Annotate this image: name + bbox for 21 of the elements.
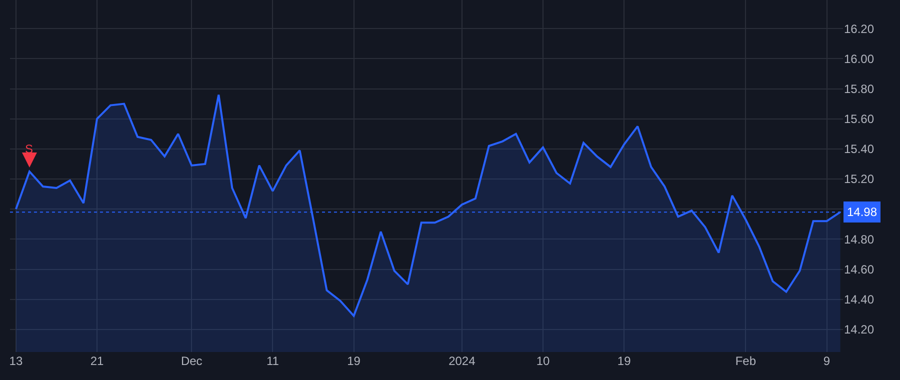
y-tick-label: 16.00 [844,52,874,66]
x-tick-label: 19 [347,354,361,368]
y-tick-label: 15.80 [844,82,874,96]
y-tick-label: 14.80 [844,232,874,246]
y-tick-label: 15.20 [844,172,874,186]
x-tick-label: 19 [617,354,632,368]
y-tick-label: 15.60 [844,112,874,126]
y-tick-label: 15.40 [844,142,874,156]
x-tick-label: 21 [90,354,104,368]
y-tick-label: 14.40 [844,292,874,307]
x-tick-label: Feb [735,354,756,368]
x-tick-label: 10 [536,354,550,368]
x-tick-label: 9 [823,354,830,368]
y-tick-label: 14.20 [844,322,874,337]
x-tick-label: 2024 [448,354,476,368]
y-tick-label: 14.60 [844,262,874,276]
ref-line-label: 14.98 [847,205,878,219]
x-tick-label: Dec [180,354,202,368]
x-tick-label: 11 [266,354,280,368]
y-tick-label: 16.20 [844,22,874,36]
x-tick-label: 13 [9,354,23,368]
